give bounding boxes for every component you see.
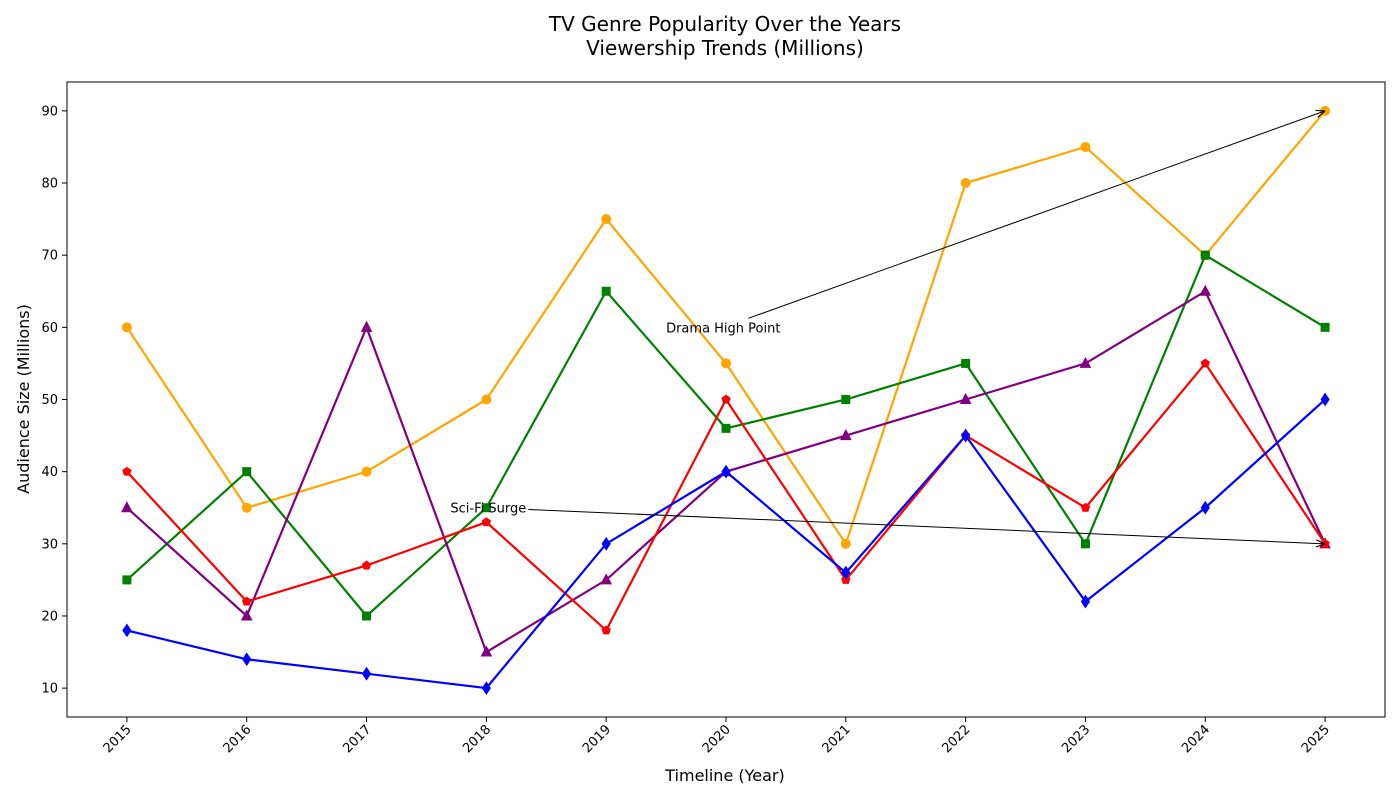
y-tick-label: 90 xyxy=(41,104,58,119)
data-point xyxy=(123,624,131,636)
x-axis-label: Timeline (Year) xyxy=(664,766,784,785)
y-tick-label: 50 xyxy=(41,393,58,408)
x-tick-label: 2021 xyxy=(820,722,854,756)
annotation-text: Sci-Fi Surge xyxy=(450,502,526,517)
data-point xyxy=(1081,142,1090,151)
x-tick-label: 2016 xyxy=(221,722,255,756)
data-point xyxy=(123,576,131,584)
y-tick-label: 60 xyxy=(41,321,58,336)
data-point xyxy=(1081,540,1089,548)
data-point xyxy=(242,503,251,512)
y-tick-label: 30 xyxy=(41,537,58,552)
data-point xyxy=(722,424,730,432)
data-point xyxy=(122,502,132,512)
x-tick-label: 2015 xyxy=(101,722,135,756)
data-point xyxy=(482,518,490,526)
data-point xyxy=(602,287,610,295)
data-point xyxy=(363,612,371,620)
data-point xyxy=(481,647,491,657)
y-axis-label: Audience Size (Millions) xyxy=(14,304,33,494)
data-point xyxy=(961,179,970,188)
data-point xyxy=(1201,251,1209,259)
data-point xyxy=(722,359,731,368)
data-point xyxy=(363,668,371,680)
x-axis: 2015 2016 2017 2018 2019 2020 2021 2022 2023 2024… xyxy=(101,717,1333,756)
data-point xyxy=(1201,359,1209,367)
chart-title-line-1: TV Genre Popularity Over the Years xyxy=(548,12,901,36)
annotation: Sci-Fi Surge xyxy=(450,502,1325,544)
y-tick-label: 70 xyxy=(41,249,58,264)
data-point xyxy=(122,323,131,332)
y-tick-label: 40 xyxy=(41,465,58,480)
y-tick-label: 10 xyxy=(41,682,58,697)
data-point xyxy=(1321,323,1329,331)
data-point xyxy=(1321,394,1329,406)
series-4 xyxy=(123,359,1329,634)
x-tick-label: 2025 xyxy=(1299,722,1333,756)
data-point xyxy=(243,653,251,665)
data-point xyxy=(362,561,370,569)
data-point xyxy=(842,396,850,404)
x-tick-label: 2018 xyxy=(460,722,494,756)
data-point xyxy=(482,395,491,404)
x-tick-label: 2023 xyxy=(1059,722,1093,756)
annotation: Drama High Point xyxy=(666,111,1325,336)
annotation-text: Drama High Point xyxy=(666,321,780,336)
data-point xyxy=(243,468,251,476)
chart-title-line-2: Viewership Trends (Millions) xyxy=(586,36,864,60)
y-axis: 10 20 30 40 50 60 70 80 90 xyxy=(41,104,67,696)
data-point xyxy=(1080,358,1090,368)
x-tick-label: 2022 xyxy=(939,722,973,756)
series-5 xyxy=(123,394,1329,695)
plot-area: Drama High Point Sci-Fi Surge xyxy=(122,106,1330,694)
data-point xyxy=(722,395,730,403)
data-point xyxy=(1201,502,1209,514)
x-tick-label: 2024 xyxy=(1179,722,1213,756)
annotation-arrow xyxy=(528,509,1325,543)
data-point xyxy=(1200,286,1210,296)
data-point xyxy=(362,322,372,332)
series-2 xyxy=(123,251,1329,620)
y-tick-label: 80 xyxy=(41,177,58,192)
data-point xyxy=(362,467,371,476)
data-point xyxy=(602,215,611,224)
x-tick-label: 2017 xyxy=(340,722,374,756)
y-tick-label: 20 xyxy=(41,609,58,624)
data-point xyxy=(962,359,970,367)
data-point xyxy=(841,539,850,548)
x-tick-label: 2020 xyxy=(700,722,734,756)
data-point xyxy=(123,467,131,475)
x-tick-label: 2019 xyxy=(580,722,614,756)
